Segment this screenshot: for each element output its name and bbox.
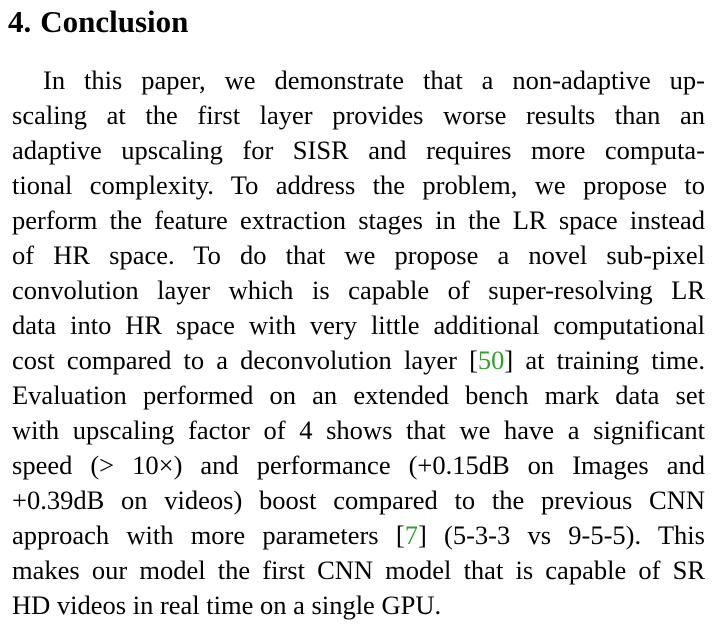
line-text: ] at training time. (504, 345, 705, 375)
citation-bracket: [ (395, 520, 405, 550)
line-text: cost compared to a deconvolution layer (12, 345, 470, 375)
paragraph-line: +0.39dB on videos) boost compared to the… (12, 483, 705, 518)
citation-link-7[interactable]: 7 (404, 520, 418, 550)
section-title: Conclusion (40, 4, 189, 39)
line-text: data into HR space with very little addi… (12, 310, 705, 340)
line-text: approach with more parameters (12, 520, 396, 550)
paragraph-line: HD videos in real time on a single GPU. (12, 588, 705, 623)
line-text: of HR space. To do that we propose a nov… (12, 240, 705, 270)
line-text: +0.39dB on videos) boost compared to the… (12, 485, 705, 515)
paragraph-line: of HR space. To do that we propose a nov… (12, 238, 705, 273)
line-text: ] (5-3-3 vs 9-5-5). This (417, 520, 705, 550)
paragraph-line: with upscaling factor of 4 shows that we… (12, 413, 705, 448)
line-text: adaptive upscaling for SISR and requires… (12, 135, 705, 165)
line-text: scaling at the first layer provides wors… (12, 100, 705, 130)
citation-bracket: [ (469, 345, 478, 375)
paragraph-line: scaling at the first layer provides wors… (12, 98, 705, 133)
paragraph-line: speed (> 10×) and performance (+0.15dB o… (12, 448, 705, 483)
section-number: 4. (8, 4, 32, 39)
paragraph-line: convolution layer which is capable of su… (12, 273, 705, 308)
line-text: Evaluation performed on an extended benc… (12, 380, 705, 410)
paragraph-line: Evaluation performed on an extended benc… (12, 378, 705, 413)
paragraph-line: perform the feature extraction stages in… (12, 203, 705, 238)
section-heading: 4. Conclusion (8, 2, 188, 42)
paragraph-line: adaptive upscaling for SISR and requires… (12, 133, 705, 168)
paragraph-line: tional complexity. To address the proble… (12, 168, 705, 203)
paragraph-line: approach with more parameters [7] (5-3-3… (12, 518, 705, 553)
line-text: makes our model the first CNN model that… (12, 555, 705, 585)
paragraph-line: cost compared to a deconvolution layer [… (12, 343, 705, 378)
paragraph-line: data into HR space with very little addi… (12, 308, 705, 343)
citation-link-50[interactable]: 50 (477, 345, 505, 375)
line-text: perform the feature extraction stages in… (12, 205, 705, 235)
line-text: with upscaling factor of 4 shows that we… (12, 415, 705, 445)
line-text: convolution layer which is capable of su… (12, 275, 705, 305)
line-text: HD videos in real time on a single GPU. (12, 590, 442, 620)
line-text: tional complexity. To address the proble… (12, 170, 705, 200)
line-text: speed (> 10×) and performance (+0.15dB o… (12, 450, 705, 480)
paragraph-line: In this paper, we demonstrate that a non… (12, 63, 705, 98)
paragraph-line: makes our model the first CNN model that… (12, 553, 705, 588)
conclusion-paragraph: In this paper, we demonstrate that a non… (12, 63, 705, 623)
line-text: In this paper, we demonstrate that a non… (43, 65, 705, 95)
